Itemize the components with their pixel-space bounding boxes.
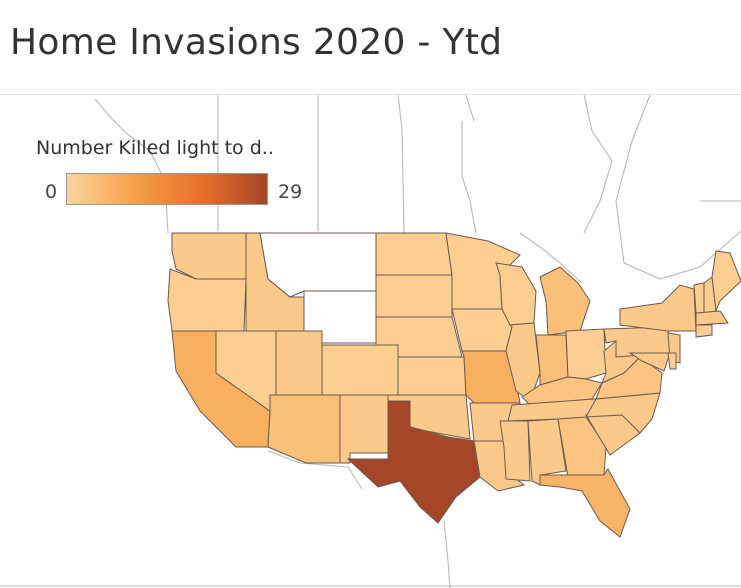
legend-gradient-bar <box>66 173 268 205</box>
state-connecticut[interactable]: Connecticut <box>695 324 713 338</box>
state-delaware[interactable]: Delaware <box>667 352 677 370</box>
state-vermont[interactable]: Vermont <box>693 282 705 314</box>
legend-max-label: 29 <box>278 181 303 203</box>
state-georgia[interactable]: Georgia <box>557 416 607 478</box>
states-layer: WashingtonOregonCaliforniaNevadaIdahoMon… <box>167 232 741 538</box>
state-ohio[interactable]: Ohio <box>565 328 607 380</box>
legend-min-label: 0 <box>45 181 58 203</box>
legend-title: Number Killed light to d.. <box>36 137 274 159</box>
state-florida[interactable]: Florida <box>539 468 631 538</box>
basemap-outlines <box>0 95 741 588</box>
state-new-york[interactable]: New York <box>619 284 697 332</box>
state-massachusetts[interactable]: Massachusetts <box>695 310 729 326</box>
state-texas[interactable]: Texas <box>346 400 481 524</box>
state-south-dakota[interactable]: South Dakota <box>375 274 453 318</box>
state-arizona[interactable]: Arizona <box>267 394 341 464</box>
state-michigan[interactable]: Michigan <box>539 266 591 336</box>
dashboard-title: Home Invasions 2020 - Ytd <box>10 22 503 63</box>
state-north-dakota[interactable]: North Dakota <box>375 232 453 276</box>
state-indiana[interactable]: Indiana <box>535 334 569 386</box>
state-maryland[interactable]: Maryland <box>628 352 671 372</box>
state-kansas[interactable]: Kansas <box>397 356 467 396</box>
state-maine[interactable]: Maine <box>711 250 741 312</box>
us-states-map[interactable]: WashingtonOregonCaliforniaNevadaIdahoMon… <box>0 95 741 588</box>
state-mississippi[interactable]: Mississippi <box>499 420 531 482</box>
state-washington[interactable]: Washington <box>171 232 247 280</box>
state-colorado[interactable]: Colorado <box>321 344 399 396</box>
state-iowa[interactable]: Iowa <box>451 308 513 352</box>
map-panel[interactable]: WashingtonOregonCaliforniaNevadaIdahoMon… <box>0 94 741 588</box>
